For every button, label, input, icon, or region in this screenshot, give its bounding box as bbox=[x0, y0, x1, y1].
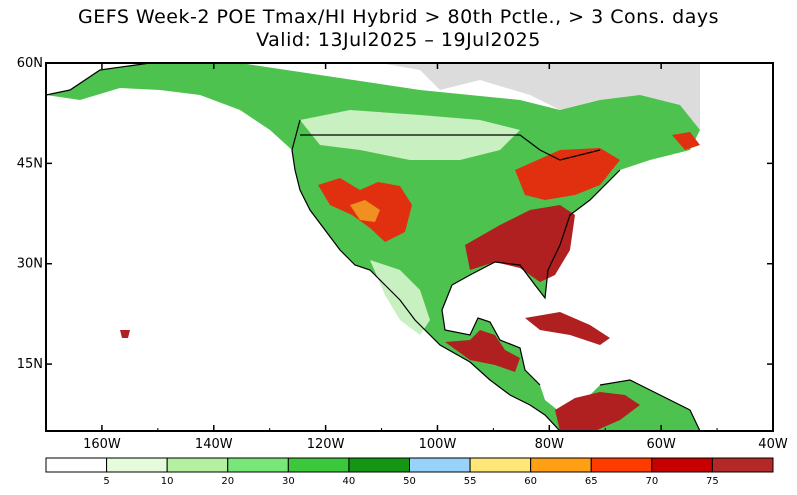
arctic-no-data-region bbox=[240, 63, 700, 130]
colorbar-label: 60 bbox=[524, 476, 537, 487]
colorbar-swatch bbox=[287, 457, 350, 473]
colorbar-label: 50 bbox=[403, 476, 416, 487]
lon-tick-label: 40W bbox=[758, 437, 788, 452]
colorbar-swatch bbox=[590, 457, 653, 473]
lon-tick-label: 120W bbox=[307, 437, 345, 452]
colorbar-label: 40 bbox=[343, 476, 356, 487]
mexico-light-region bbox=[370, 260, 430, 335]
colorbar-swatch bbox=[409, 457, 471, 473]
colorbar-label: 65 bbox=[585, 476, 598, 487]
lat-tick-label: 45N bbox=[17, 156, 43, 171]
caribbean-heat-region bbox=[525, 312, 610, 345]
north-america-land bbox=[46, 63, 700, 431]
hawaii-heat-region bbox=[120, 330, 130, 338]
great-lakes-heat-region bbox=[515, 148, 620, 200]
colorbar-swatch bbox=[106, 457, 168, 473]
map-axes: 160W 140W 120W 100W 80W 60W 40W 60N 45N 30N 15N bbox=[17, 56, 788, 452]
map-panel bbox=[45, 62, 774, 432]
colorbar-label: 5 bbox=[103, 476, 109, 487]
south-america-heat-region bbox=[555, 392, 640, 431]
lon-tick-label: 100W bbox=[419, 437, 457, 452]
colorbar-swatch bbox=[711, 457, 774, 473]
us-canada-border bbox=[300, 134, 601, 161]
lon-tick-label: 80W bbox=[535, 437, 565, 452]
colorbar-swatch bbox=[166, 457, 229, 473]
valid-date-range: Valid: 13Jul2025 – 19Jul2025 bbox=[256, 29, 541, 51]
central-america-heat-region bbox=[445, 330, 520, 372]
map-frame bbox=[45, 62, 774, 432]
colorbar-label: 75 bbox=[706, 476, 719, 487]
colorbar: 5 10 20 30 40 50 55 60 65 70 75 bbox=[45, 457, 774, 487]
lon-tick-label: 160W bbox=[83, 437, 121, 452]
coastlines bbox=[46, 63, 701, 431]
newfoundland-heat-region bbox=[672, 132, 700, 150]
lon-tick-label: 60W bbox=[646, 437, 676, 452]
colorbar-label: 10 bbox=[161, 476, 174, 487]
colorbar-swatch bbox=[348, 457, 410, 473]
lat-tick-label: 60N bbox=[17, 56, 43, 71]
colorbar-swatch bbox=[227, 457, 289, 473]
rockies-heat-core bbox=[350, 200, 380, 222]
colorbar-label: 55 bbox=[464, 476, 477, 487]
colorbar-swatch bbox=[651, 457, 713, 473]
lat-tick-label: 15N bbox=[17, 357, 43, 372]
colorbar-label: 30 bbox=[282, 476, 295, 487]
colorbar-label: 70 bbox=[645, 476, 658, 487]
lat-tick-label: 30N bbox=[17, 257, 43, 272]
colorbar-swatch bbox=[530, 457, 592, 473]
colorbar-label: 20 bbox=[221, 476, 234, 487]
lon-tick-label: 140W bbox=[195, 437, 233, 452]
map-title: GEFS Week-2 POE Tmax/HI Hybrid > 80th Pc… bbox=[78, 6, 719, 28]
colorbar-swatch bbox=[45, 457, 108, 473]
colorbar-swatch bbox=[469, 457, 532, 473]
map-fields bbox=[46, 63, 701, 431]
